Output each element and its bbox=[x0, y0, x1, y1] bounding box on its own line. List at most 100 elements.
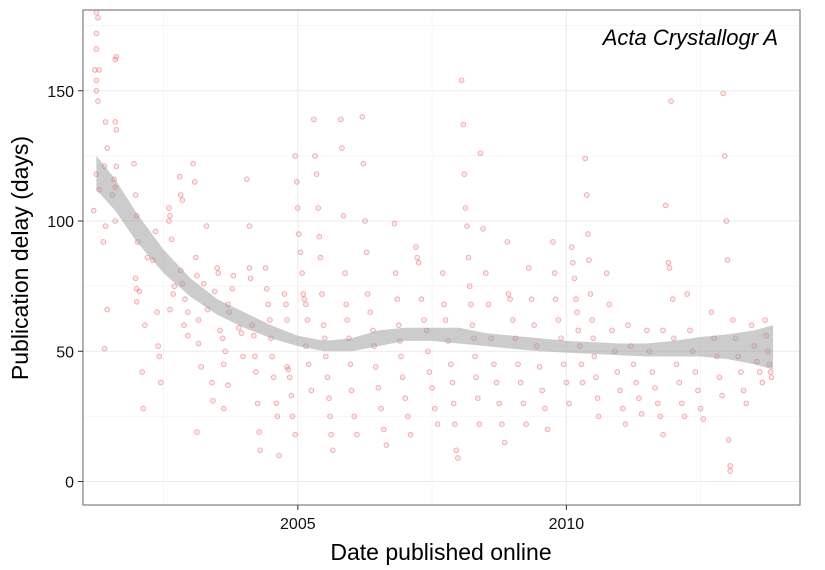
x-tick-label: 2005 bbox=[280, 516, 316, 533]
data-point bbox=[364, 291, 371, 297]
data-point bbox=[582, 155, 588, 162]
data-point bbox=[343, 301, 350, 308]
data-point bbox=[441, 301, 447, 308]
data-point bbox=[254, 400, 261, 407]
data-point bbox=[92, 67, 98, 73]
x-tick-label: 2010 bbox=[549, 516, 585, 533]
data-point bbox=[585, 231, 591, 237]
data-point bbox=[482, 270, 489, 276]
data-point bbox=[579, 379, 586, 386]
data-point bbox=[203, 223, 210, 230]
data-point bbox=[442, 317, 449, 323]
data-point bbox=[132, 275, 139, 282]
data-point bbox=[100, 239, 107, 245]
data-point bbox=[692, 369, 699, 375]
data-point bbox=[344, 317, 351, 323]
data-point bbox=[131, 160, 137, 167]
data-point bbox=[104, 306, 110, 313]
data-point bbox=[525, 265, 532, 271]
data-point bbox=[292, 153, 298, 159]
panel-border bbox=[82, 9, 801, 506]
data-point bbox=[367, 309, 374, 316]
data-point bbox=[720, 90, 726, 97]
data-point bbox=[636, 395, 642, 402]
data-point bbox=[299, 270, 305, 276]
data-point bbox=[319, 291, 325, 297]
data-point bbox=[609, 327, 615, 334]
data-point bbox=[246, 223, 253, 230]
data-point bbox=[421, 317, 427, 323]
data-point bbox=[673, 361, 680, 368]
data-point bbox=[670, 335, 677, 342]
data-point bbox=[305, 361, 312, 368]
data-point bbox=[113, 54, 120, 60]
data-point bbox=[504, 239, 511, 245]
data-point bbox=[284, 364, 290, 370]
data-point bbox=[630, 361, 637, 368]
data-point bbox=[568, 244, 575, 250]
data-point bbox=[158, 379, 164, 386]
data-point bbox=[590, 335, 596, 342]
panel-annotation: Acta Crystallogr A bbox=[601, 25, 778, 50]
data-point bbox=[294, 205, 301, 211]
data-point bbox=[574, 309, 580, 316]
data-point bbox=[372, 364, 379, 370]
data-point bbox=[311, 116, 317, 123]
data-point bbox=[337, 116, 344, 123]
data-point bbox=[90, 207, 97, 214]
data-point bbox=[101, 345, 108, 352]
data-point bbox=[327, 413, 333, 420]
panel-background bbox=[83, 10, 800, 505]
data-point bbox=[509, 317, 516, 323]
data-point bbox=[363, 249, 370, 256]
data-point bbox=[220, 361, 227, 368]
data-point bbox=[681, 413, 688, 420]
data-point bbox=[198, 364, 205, 370]
data-point bbox=[402, 395, 409, 402]
data-point bbox=[458, 77, 465, 84]
data-point bbox=[296, 231, 302, 237]
data-point bbox=[531, 322, 537, 329]
smooth-confidence-band bbox=[96, 155, 774, 370]
data-point bbox=[210, 397, 216, 404]
data-point bbox=[209, 379, 215, 386]
data-point bbox=[407, 431, 414, 438]
data-point bbox=[252, 353, 258, 360]
data-point bbox=[743, 400, 750, 407]
data-point bbox=[247, 275, 254, 282]
data-point bbox=[293, 179, 300, 185]
data-point bbox=[434, 421, 441, 428]
data-point bbox=[652, 384, 658, 391]
data-point bbox=[313, 171, 320, 177]
data-point bbox=[380, 426, 387, 433]
data-point bbox=[142, 322, 148, 329]
data-point bbox=[657, 413, 664, 420]
data-point bbox=[348, 387, 355, 394]
data-point bbox=[378, 405, 384, 412]
data-point bbox=[171, 283, 178, 290]
data-point bbox=[593, 374, 599, 381]
data-point bbox=[560, 361, 567, 368]
data-point bbox=[542, 405, 548, 412]
data-point bbox=[263, 285, 270, 292]
data-point bbox=[603, 270, 610, 276]
data-point bbox=[716, 374, 723, 381]
data-point bbox=[528, 296, 535, 303]
data-point bbox=[583, 192, 590, 198]
data-point bbox=[351, 413, 358, 420]
data-point bbox=[555, 317, 562, 323]
data-point bbox=[589, 317, 595, 323]
data-point bbox=[455, 455, 461, 461]
data-point bbox=[748, 322, 755, 329]
data-point bbox=[177, 192, 184, 198]
data-point bbox=[167, 213, 173, 219]
data-point bbox=[195, 340, 202, 347]
data-point bbox=[251, 332, 257, 339]
data-point bbox=[665, 259, 672, 266]
data-point bbox=[269, 353, 275, 360]
data-point bbox=[215, 270, 222, 276]
data-point bbox=[217, 327, 223, 334]
data-point bbox=[461, 171, 468, 177]
data-point bbox=[660, 431, 666, 438]
